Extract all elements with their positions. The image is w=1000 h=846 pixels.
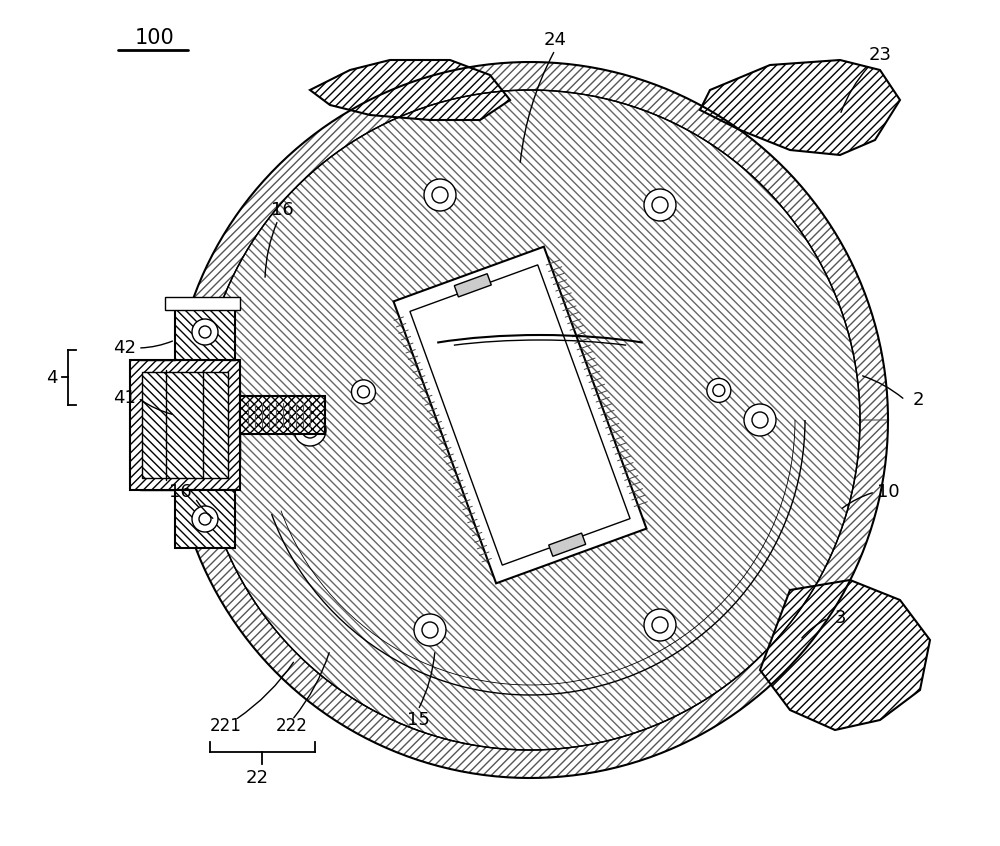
Polygon shape <box>240 396 325 434</box>
Text: 16: 16 <box>169 483 191 501</box>
Polygon shape <box>175 305 235 360</box>
Circle shape <box>302 422 318 438</box>
Polygon shape <box>130 360 240 490</box>
Polygon shape <box>200 90 860 750</box>
Polygon shape <box>410 265 630 565</box>
Circle shape <box>707 378 731 403</box>
Circle shape <box>752 412 768 428</box>
Text: 15: 15 <box>407 711 429 729</box>
Text: 24: 24 <box>544 31 566 49</box>
Circle shape <box>644 609 676 641</box>
Text: 221: 221 <box>210 717 242 735</box>
Text: 100: 100 <box>135 28 175 48</box>
Circle shape <box>294 414 326 446</box>
Polygon shape <box>165 297 240 310</box>
Text: 2: 2 <box>912 391 924 409</box>
Circle shape <box>357 386 369 398</box>
Text: 22: 22 <box>246 769 268 787</box>
Text: 222: 222 <box>276 717 308 735</box>
Circle shape <box>192 319 218 345</box>
Polygon shape <box>760 580 930 730</box>
Polygon shape <box>175 490 235 548</box>
Circle shape <box>424 179 456 211</box>
Polygon shape <box>142 372 228 478</box>
Polygon shape <box>700 60 900 155</box>
Circle shape <box>414 614 446 646</box>
Circle shape <box>199 513 211 525</box>
Circle shape <box>199 326 211 338</box>
Polygon shape <box>394 247 646 583</box>
Circle shape <box>192 506 218 532</box>
Circle shape <box>652 617 668 633</box>
Text: 4: 4 <box>46 369 58 387</box>
Polygon shape <box>549 533 586 557</box>
Polygon shape <box>172 62 888 778</box>
Circle shape <box>351 380 375 404</box>
Text: 41: 41 <box>114 389 136 407</box>
Text: 3: 3 <box>834 609 846 627</box>
Polygon shape <box>454 274 491 297</box>
Text: 42: 42 <box>114 339 136 357</box>
Circle shape <box>713 384 725 397</box>
Circle shape <box>652 197 668 213</box>
Circle shape <box>432 187 448 203</box>
Circle shape <box>744 404 776 436</box>
Text: 16: 16 <box>271 201 293 219</box>
Circle shape <box>422 622 438 638</box>
Text: 23: 23 <box>868 46 892 64</box>
Circle shape <box>644 189 676 221</box>
Text: 10: 10 <box>877 483 899 501</box>
Polygon shape <box>310 60 510 120</box>
